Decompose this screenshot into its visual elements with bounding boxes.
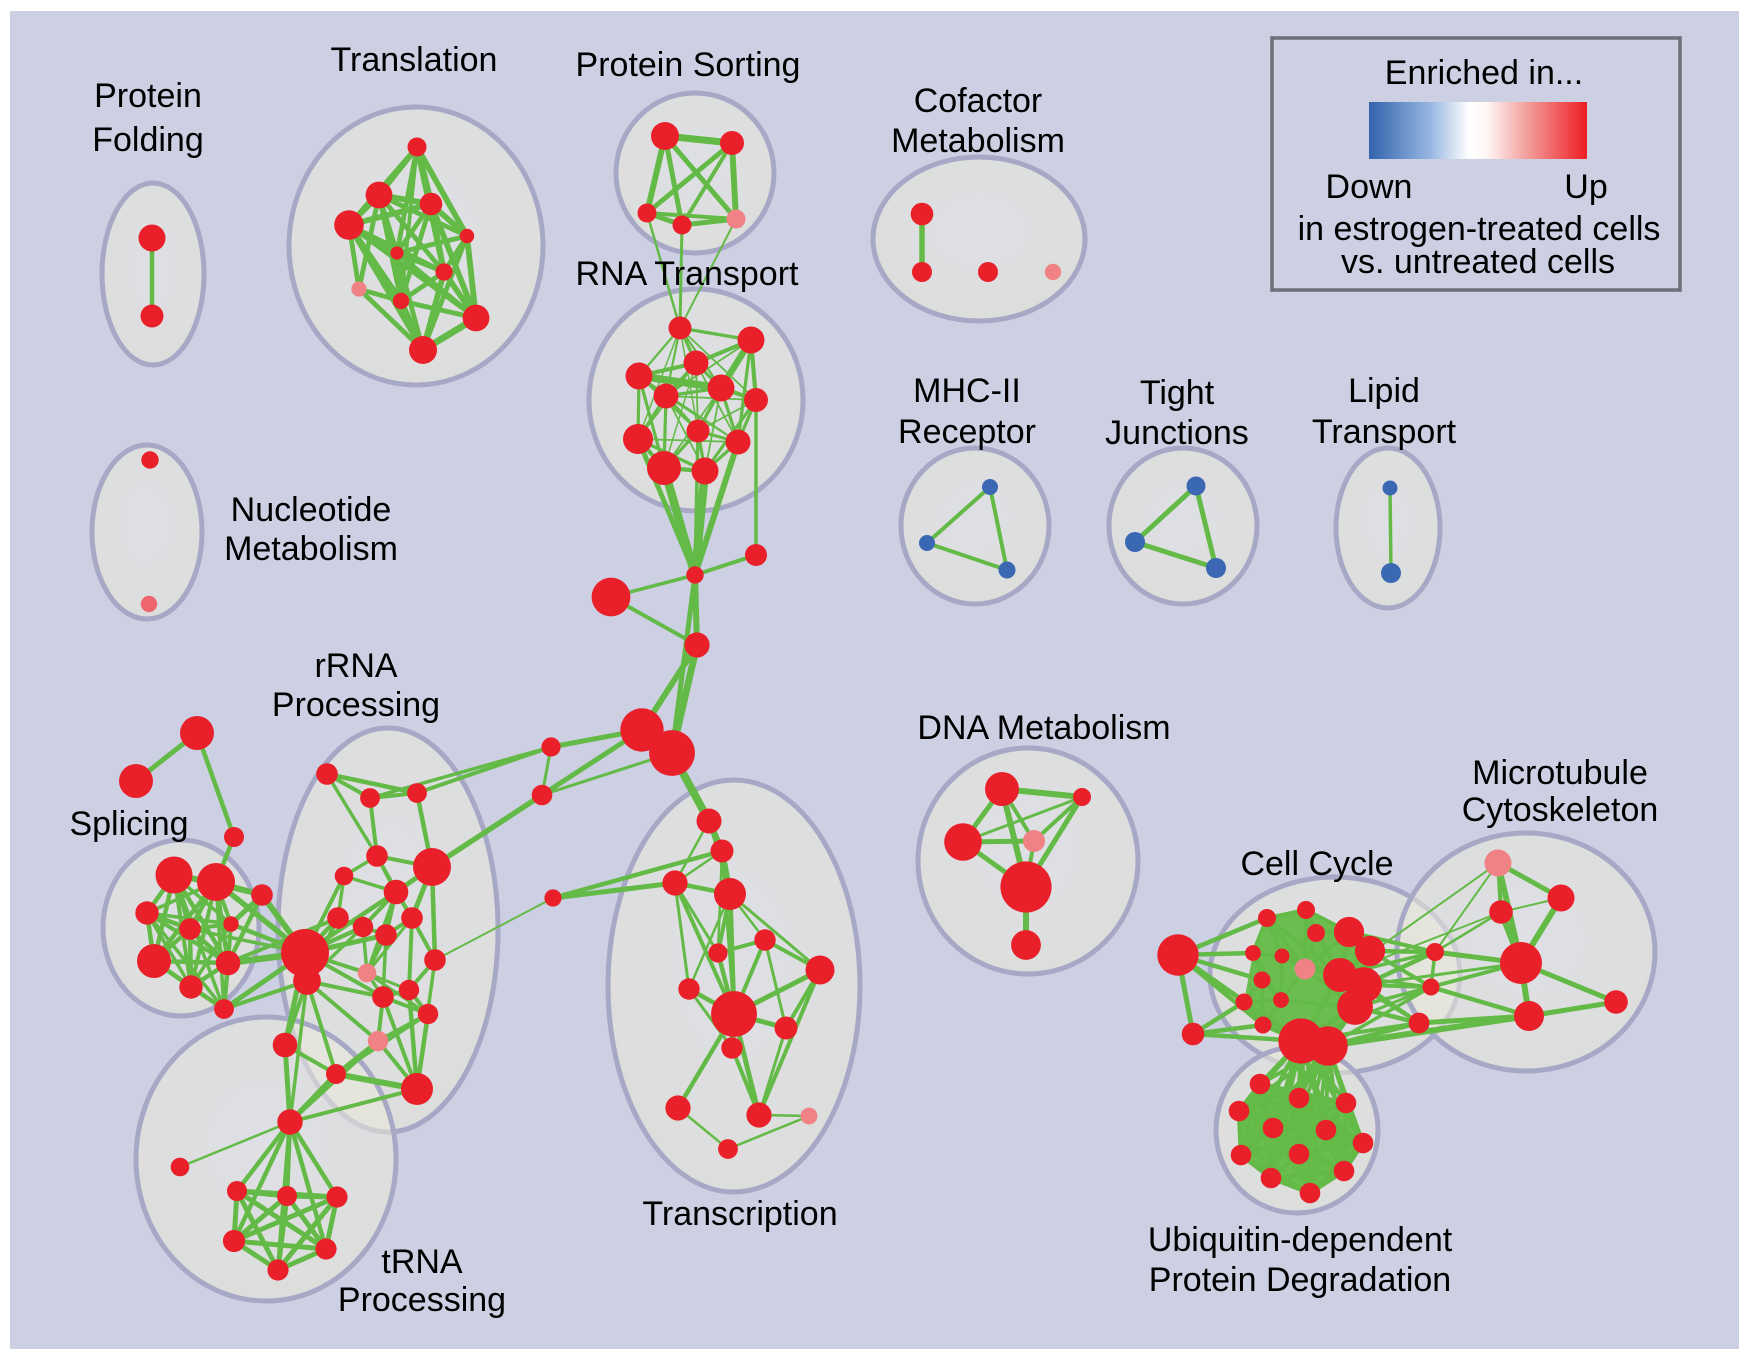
svg-text:Tight: Tight bbox=[1140, 374, 1215, 412]
svg-text:DNA Metabolism: DNA Metabolism bbox=[917, 709, 1170, 747]
svg-text:Cell Cycle: Cell Cycle bbox=[1240, 845, 1393, 883]
svg-text:Junctions: Junctions bbox=[1105, 414, 1249, 452]
svg-text:tRNA: tRNA bbox=[381, 1243, 463, 1281]
svg-text:Folding: Folding bbox=[92, 121, 204, 159]
svg-text:Protein Degradation: Protein Degradation bbox=[1149, 1261, 1451, 1299]
svg-text:vs. untreated cells: vs. untreated cells bbox=[1341, 243, 1615, 281]
svg-text:rRNA: rRNA bbox=[314, 647, 397, 685]
svg-text:Transcription: Transcription bbox=[642, 1195, 837, 1233]
svg-text:Microtubule: Microtubule bbox=[1472, 754, 1648, 792]
svg-text:in estrogen-treated cells: in estrogen-treated cells bbox=[1298, 210, 1661, 248]
svg-text:Ubiquitin-dependent: Ubiquitin-dependent bbox=[1148, 1221, 1453, 1259]
svg-text:Receptor: Receptor bbox=[898, 413, 1036, 451]
svg-text:Cofactor: Cofactor bbox=[914, 82, 1043, 120]
svg-text:Splicing: Splicing bbox=[69, 805, 188, 843]
svg-text:Metabolism: Metabolism bbox=[224, 530, 398, 568]
svg-text:Down: Down bbox=[1326, 168, 1413, 206]
svg-text:RNA Transport: RNA Transport bbox=[576, 255, 800, 293]
svg-text:Processing: Processing bbox=[338, 1281, 506, 1319]
svg-text:Translation: Translation bbox=[331, 41, 498, 79]
svg-text:Protein Sorting: Protein Sorting bbox=[576, 46, 801, 84]
svg-text:Nucleotide: Nucleotide bbox=[231, 491, 392, 529]
svg-text:Cytoskeleton: Cytoskeleton bbox=[1462, 791, 1659, 829]
svg-text:Up: Up bbox=[1564, 168, 1607, 206]
svg-text:Transport: Transport bbox=[1312, 413, 1457, 451]
svg-text:Processing: Processing bbox=[272, 686, 440, 724]
svg-text:Enriched in...: Enriched in... bbox=[1385, 54, 1583, 92]
svg-text:Lipid: Lipid bbox=[1348, 372, 1420, 410]
svg-text:Metabolism: Metabolism bbox=[891, 122, 1065, 160]
svg-text:MHC-II: MHC-II bbox=[913, 372, 1021, 410]
svg-text:Protein: Protein bbox=[94, 77, 202, 115]
